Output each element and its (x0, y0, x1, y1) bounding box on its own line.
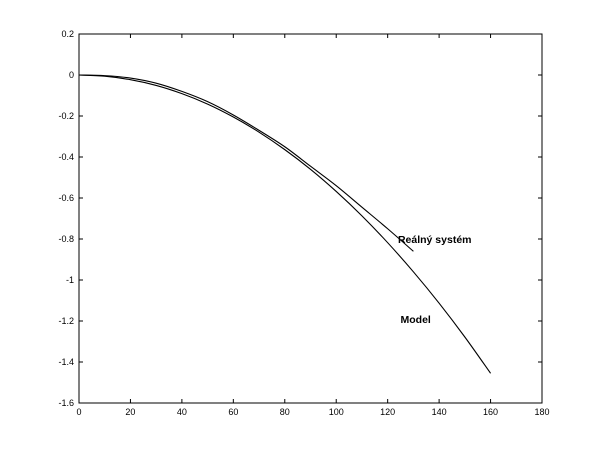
x-tick-label: 100 (329, 407, 344, 417)
y-tick-label: 0.2 (61, 29, 74, 39)
series-line-realny-system (78, 74, 414, 252)
annotations: Reálný systém Model (398, 234, 472, 326)
axis-ticks (78, 33, 543, 404)
annotation-model: Model (401, 314, 431, 326)
x-tick-labels: 0 20 40 60 80 100 120 140 160 180 (76, 407, 549, 417)
y-tick-labels: 0.2 0 -0.2 -0.4 -0.6 -0.8 -1 -1.2 -1.4 -1.6 (58, 29, 74, 408)
x-tick-label: 80 (280, 407, 290, 417)
y-tick-label: -1.6 (58, 398, 74, 408)
y-tick-label: -1.2 (58, 316, 74, 326)
series-line-model (78, 74, 492, 374)
plot-area-frame (78, 33, 543, 404)
annotation-realny-system: Reálný systém (398, 234, 472, 246)
x-tick-label: 160 (483, 407, 498, 417)
series-lines (78, 74, 492, 374)
y-tick-label: -1 (66, 275, 74, 285)
x-tick-label: 20 (125, 407, 135, 417)
x-tick-label: 120 (380, 407, 395, 417)
y-tick-label: -0.2 (58, 111, 74, 121)
x-tick-label: 60 (228, 407, 238, 417)
x-tick-label: 0 (76, 407, 81, 417)
x-tick-label: 140 (432, 407, 447, 417)
x-tick-label: 180 (534, 407, 549, 417)
x-tick-label: 40 (177, 407, 187, 417)
y-tick-label: -0.8 (58, 234, 74, 244)
y-tick-label: -0.6 (58, 193, 74, 203)
y-tick-label: -1.4 (58, 357, 74, 367)
y-tick-label: 0 (69, 70, 74, 80)
y-tick-label: -0.4 (58, 152, 74, 162)
